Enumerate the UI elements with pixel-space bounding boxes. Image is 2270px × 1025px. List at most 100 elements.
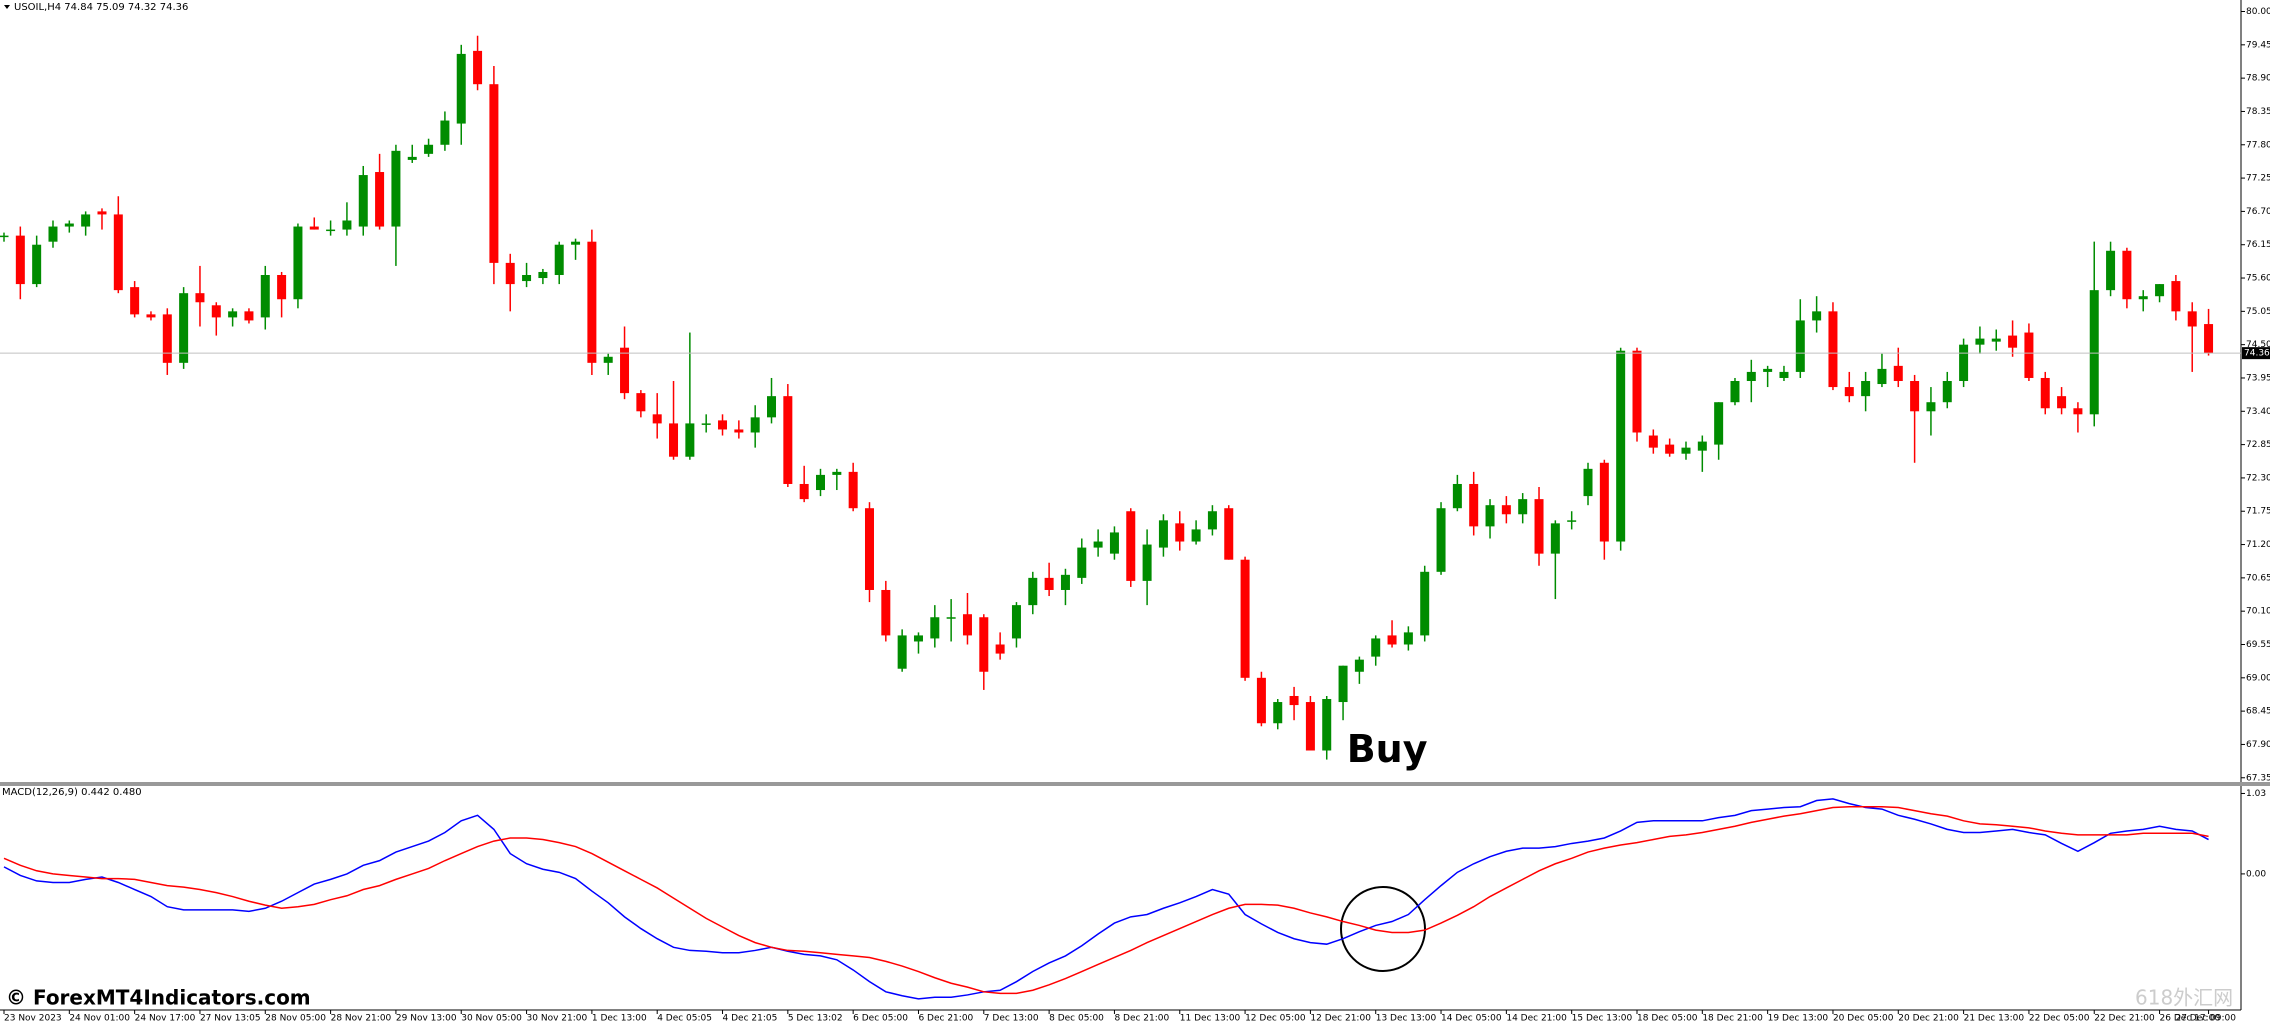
candle-body — [897, 635, 907, 669]
candle-body — [816, 474, 825, 491]
candle-body — [260, 275, 270, 318]
candle-body — [2122, 250, 2132, 300]
candle-body — [946, 617, 956, 619]
x-tick-label: 24 Nov 01:00 — [69, 1014, 130, 1024]
candle-body — [1779, 371, 1789, 378]
candle-body — [1910, 381, 1920, 412]
candle-body — [2155, 284, 2165, 297]
candle-body — [848, 471, 858, 509]
candle-body — [685, 423, 695, 457]
candle-body — [1403, 632, 1413, 645]
candle-body — [473, 50, 483, 85]
watermark-cn: 618外汇网 — [2135, 986, 2233, 1010]
x-tick-label: 19 Dec 13:00 — [1768, 1014, 1829, 1024]
y-tick-label: 77.25 — [2246, 174, 2270, 184]
candle-body — [1077, 547, 1087, 578]
candle-body — [1812, 311, 1822, 321]
y-tick-label: 73.40 — [2246, 407, 2270, 417]
candle-body — [1665, 444, 1675, 454]
y-tick-label: 78.90 — [2246, 74, 2270, 84]
y-tick-label: 76.70 — [2246, 207, 2270, 217]
x-tick-label: 26 Dec 17:00 — [2160, 1014, 2221, 1024]
candle-body — [2106, 250, 2116, 291]
candle-body — [1763, 368, 1773, 372]
candle-body — [440, 120, 450, 145]
candle-body — [783, 396, 793, 484]
y-tick-label: 0.00 — [2246, 869, 2266, 879]
candle-body — [1452, 483, 1462, 509]
x-tick-label: 29 Nov 13:00 — [396, 1014, 457, 1024]
candle-body — [1681, 447, 1691, 454]
menu-arrow — [4, 5, 10, 9]
candle-body — [1714, 402, 1724, 445]
indicator-line — [3, 805, 2209, 995]
candle-body — [375, 172, 385, 227]
candle-body — [1632, 350, 1642, 433]
candle-body — [1011, 605, 1021, 639]
candle-body — [1942, 381, 1952, 403]
candle-body — [1567, 520, 1577, 522]
y-tick-label: 73.95 — [2246, 373, 2270, 383]
candle-body — [1224, 508, 1234, 560]
candle-body — [767, 396, 777, 418]
candle-body — [669, 423, 679, 457]
candle-body — [701, 423, 711, 425]
x-tick-label: 21 Dec 13:00 — [1964, 1014, 2025, 1024]
candle-body — [15, 235, 25, 285]
candle-body — [2073, 408, 2083, 415]
candle-body — [1273, 702, 1283, 724]
x-tick-label: 8 Dec 05:00 — [1049, 1014, 1104, 1024]
annotation: Buy — [1347, 727, 1428, 771]
candle-body — [1060, 574, 1070, 590]
candle-body — [930, 617, 940, 639]
candle-body — [1256, 677, 1266, 724]
chart-title: USOIL,H4 74.84 75.09 74.32 74.36 — [14, 2, 188, 13]
candle-body — [636, 393, 646, 412]
indicator-title: MACD(12,26,9) 0.442 0.480 — [2, 787, 142, 798]
candle-body — [2204, 324, 2214, 354]
candle-body — [424, 144, 434, 154]
x-tick-label: 14 Dec 21:00 — [1506, 1014, 1567, 1024]
candle-body — [1240, 559, 1250, 678]
y-tick-label: 69.55 — [2246, 640, 2270, 650]
x-tick-label: 15 Dec 13:00 — [1572, 1014, 1633, 1024]
candle-body — [1861, 381, 1871, 397]
candle-body — [962, 614, 972, 636]
x-tick-label: 30 Nov 05:00 — [461, 1014, 522, 1024]
x-tick-label: 30 Nov 21:00 — [527, 1014, 588, 1024]
x-tick-label: 18 Dec 21:00 — [1702, 1014, 1763, 1024]
y-tick-label: 71.20 — [2246, 540, 2270, 550]
x-tick-label: 23 Nov 2023 — [4, 1014, 62, 1024]
candle-body — [2187, 311, 2197, 327]
candle-body — [913, 635, 923, 642]
x-tick-label: 20 Dec 21:00 — [1898, 1014, 1959, 1024]
candle-body — [1028, 577, 1038, 606]
candle-body — [1354, 659, 1364, 672]
y-tick-label: 74.50 — [2246, 340, 2270, 350]
candle-body — [342, 220, 352, 230]
candle-body — [489, 84, 499, 263]
x-tick-label: 1 Dec 13:00 — [592, 1014, 647, 1024]
candle-body — [1142, 544, 1152, 581]
candle-body — [2171, 281, 2181, 312]
candle-body — [1599, 462, 1609, 542]
candle-body — [995, 644, 1005, 654]
y-tick-label: 72.30 — [2246, 473, 2270, 483]
candle-body — [1828, 311, 1838, 388]
candle-body — [750, 417, 760, 433]
candle-body — [1175, 523, 1185, 542]
x-tick-label: 4 Dec 21:05 — [723, 1014, 778, 1024]
candle-body — [2057, 396, 2067, 409]
candle-body — [391, 150, 401, 227]
y-tick-label: 72.85 — [2246, 440, 2270, 450]
candle-body — [48, 226, 58, 242]
candle-body — [1893, 365, 1903, 382]
x-tick-label: 12 Dec 05:00 — [1245, 1014, 1306, 1024]
x-tick-label: 27 Dec 09:00 — [2175, 1014, 2236, 1024]
candle-body — [1469, 483, 1479, 527]
candle-body — [1550, 523, 1560, 554]
candle-body — [522, 275, 532, 282]
candle-body — [97, 211, 107, 215]
candle-body — [2138, 296, 2148, 300]
candle-body — [652, 414, 662, 424]
